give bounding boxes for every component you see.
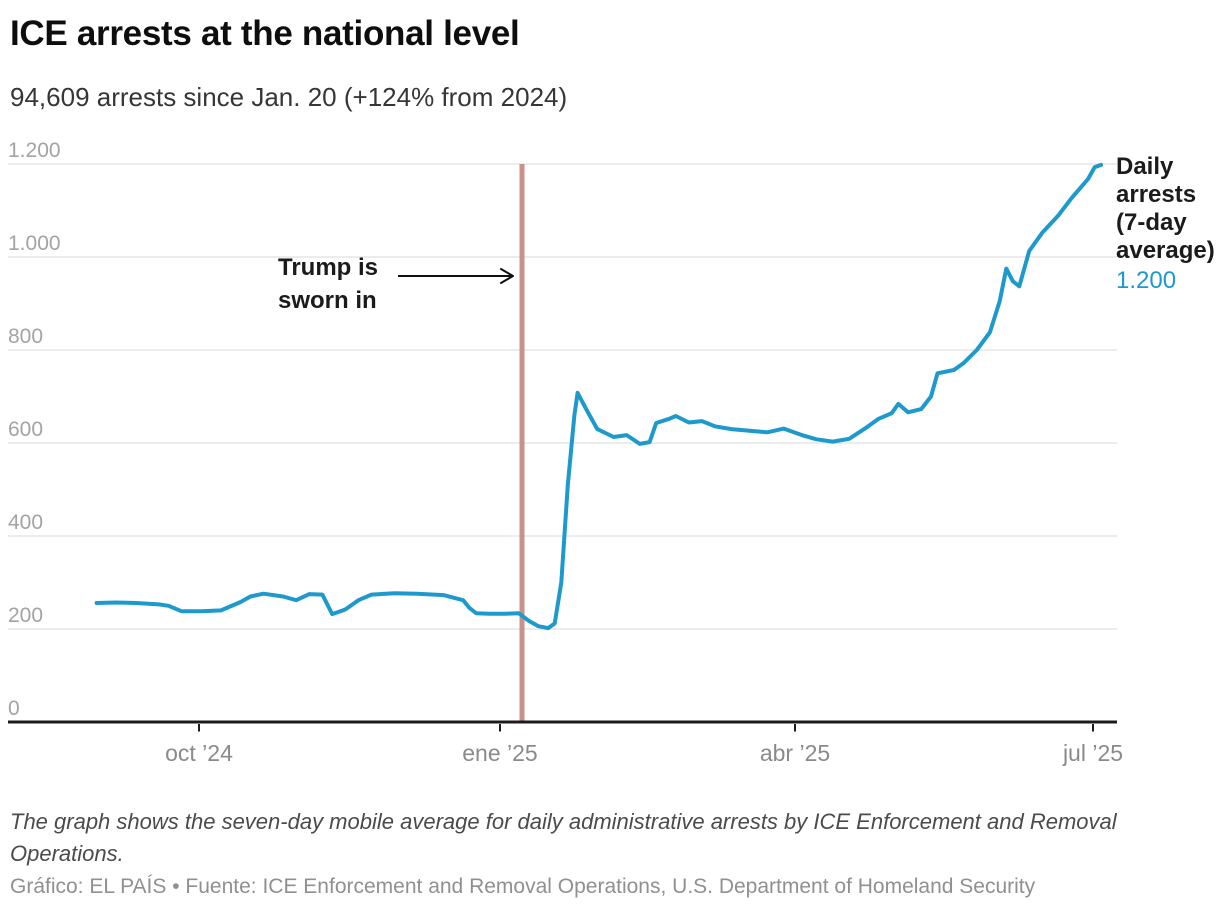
y-tick-label: 0 xyxy=(8,697,20,720)
y-tick-label: 400 xyxy=(8,511,43,534)
x-tick-label: abr ’25 xyxy=(760,740,830,766)
series-line xyxy=(94,162,1104,631)
x-tick-label: jul ’25 xyxy=(1062,740,1123,766)
chart-source: Gráfico: EL PAÍS • Fuente: ICE Enforceme… xyxy=(10,875,1036,898)
annotation-arrow-head xyxy=(500,268,514,284)
y-tick-label: 600 xyxy=(8,418,43,441)
annotation-trump-sworn-in: Trump is sworn in xyxy=(278,254,379,314)
y-tick-label: 800 xyxy=(8,325,43,348)
chart-note: The graph shows the seven-day mobile ave… xyxy=(10,809,1117,866)
series-end-label: Daily arrests (7-day average) 1.200 xyxy=(1116,153,1216,295)
series-end-label-text: Daily arrests (7-day average) xyxy=(1116,153,1215,264)
chart-subtitle: 94,609 arrests since Jan. 20 (+124% from… xyxy=(10,82,568,112)
series-end-value: 1.200 xyxy=(1116,267,1177,294)
y-tick-label: 1.000 xyxy=(8,232,61,255)
chart-title: ICE arrests at the national level xyxy=(10,14,520,53)
x-tick-label: oct ’24 xyxy=(165,740,233,766)
y-tick-label: 200 xyxy=(8,604,43,627)
x-tick-label: ene ’25 xyxy=(462,740,537,766)
y-tick-label: 1.200 xyxy=(8,139,61,162)
